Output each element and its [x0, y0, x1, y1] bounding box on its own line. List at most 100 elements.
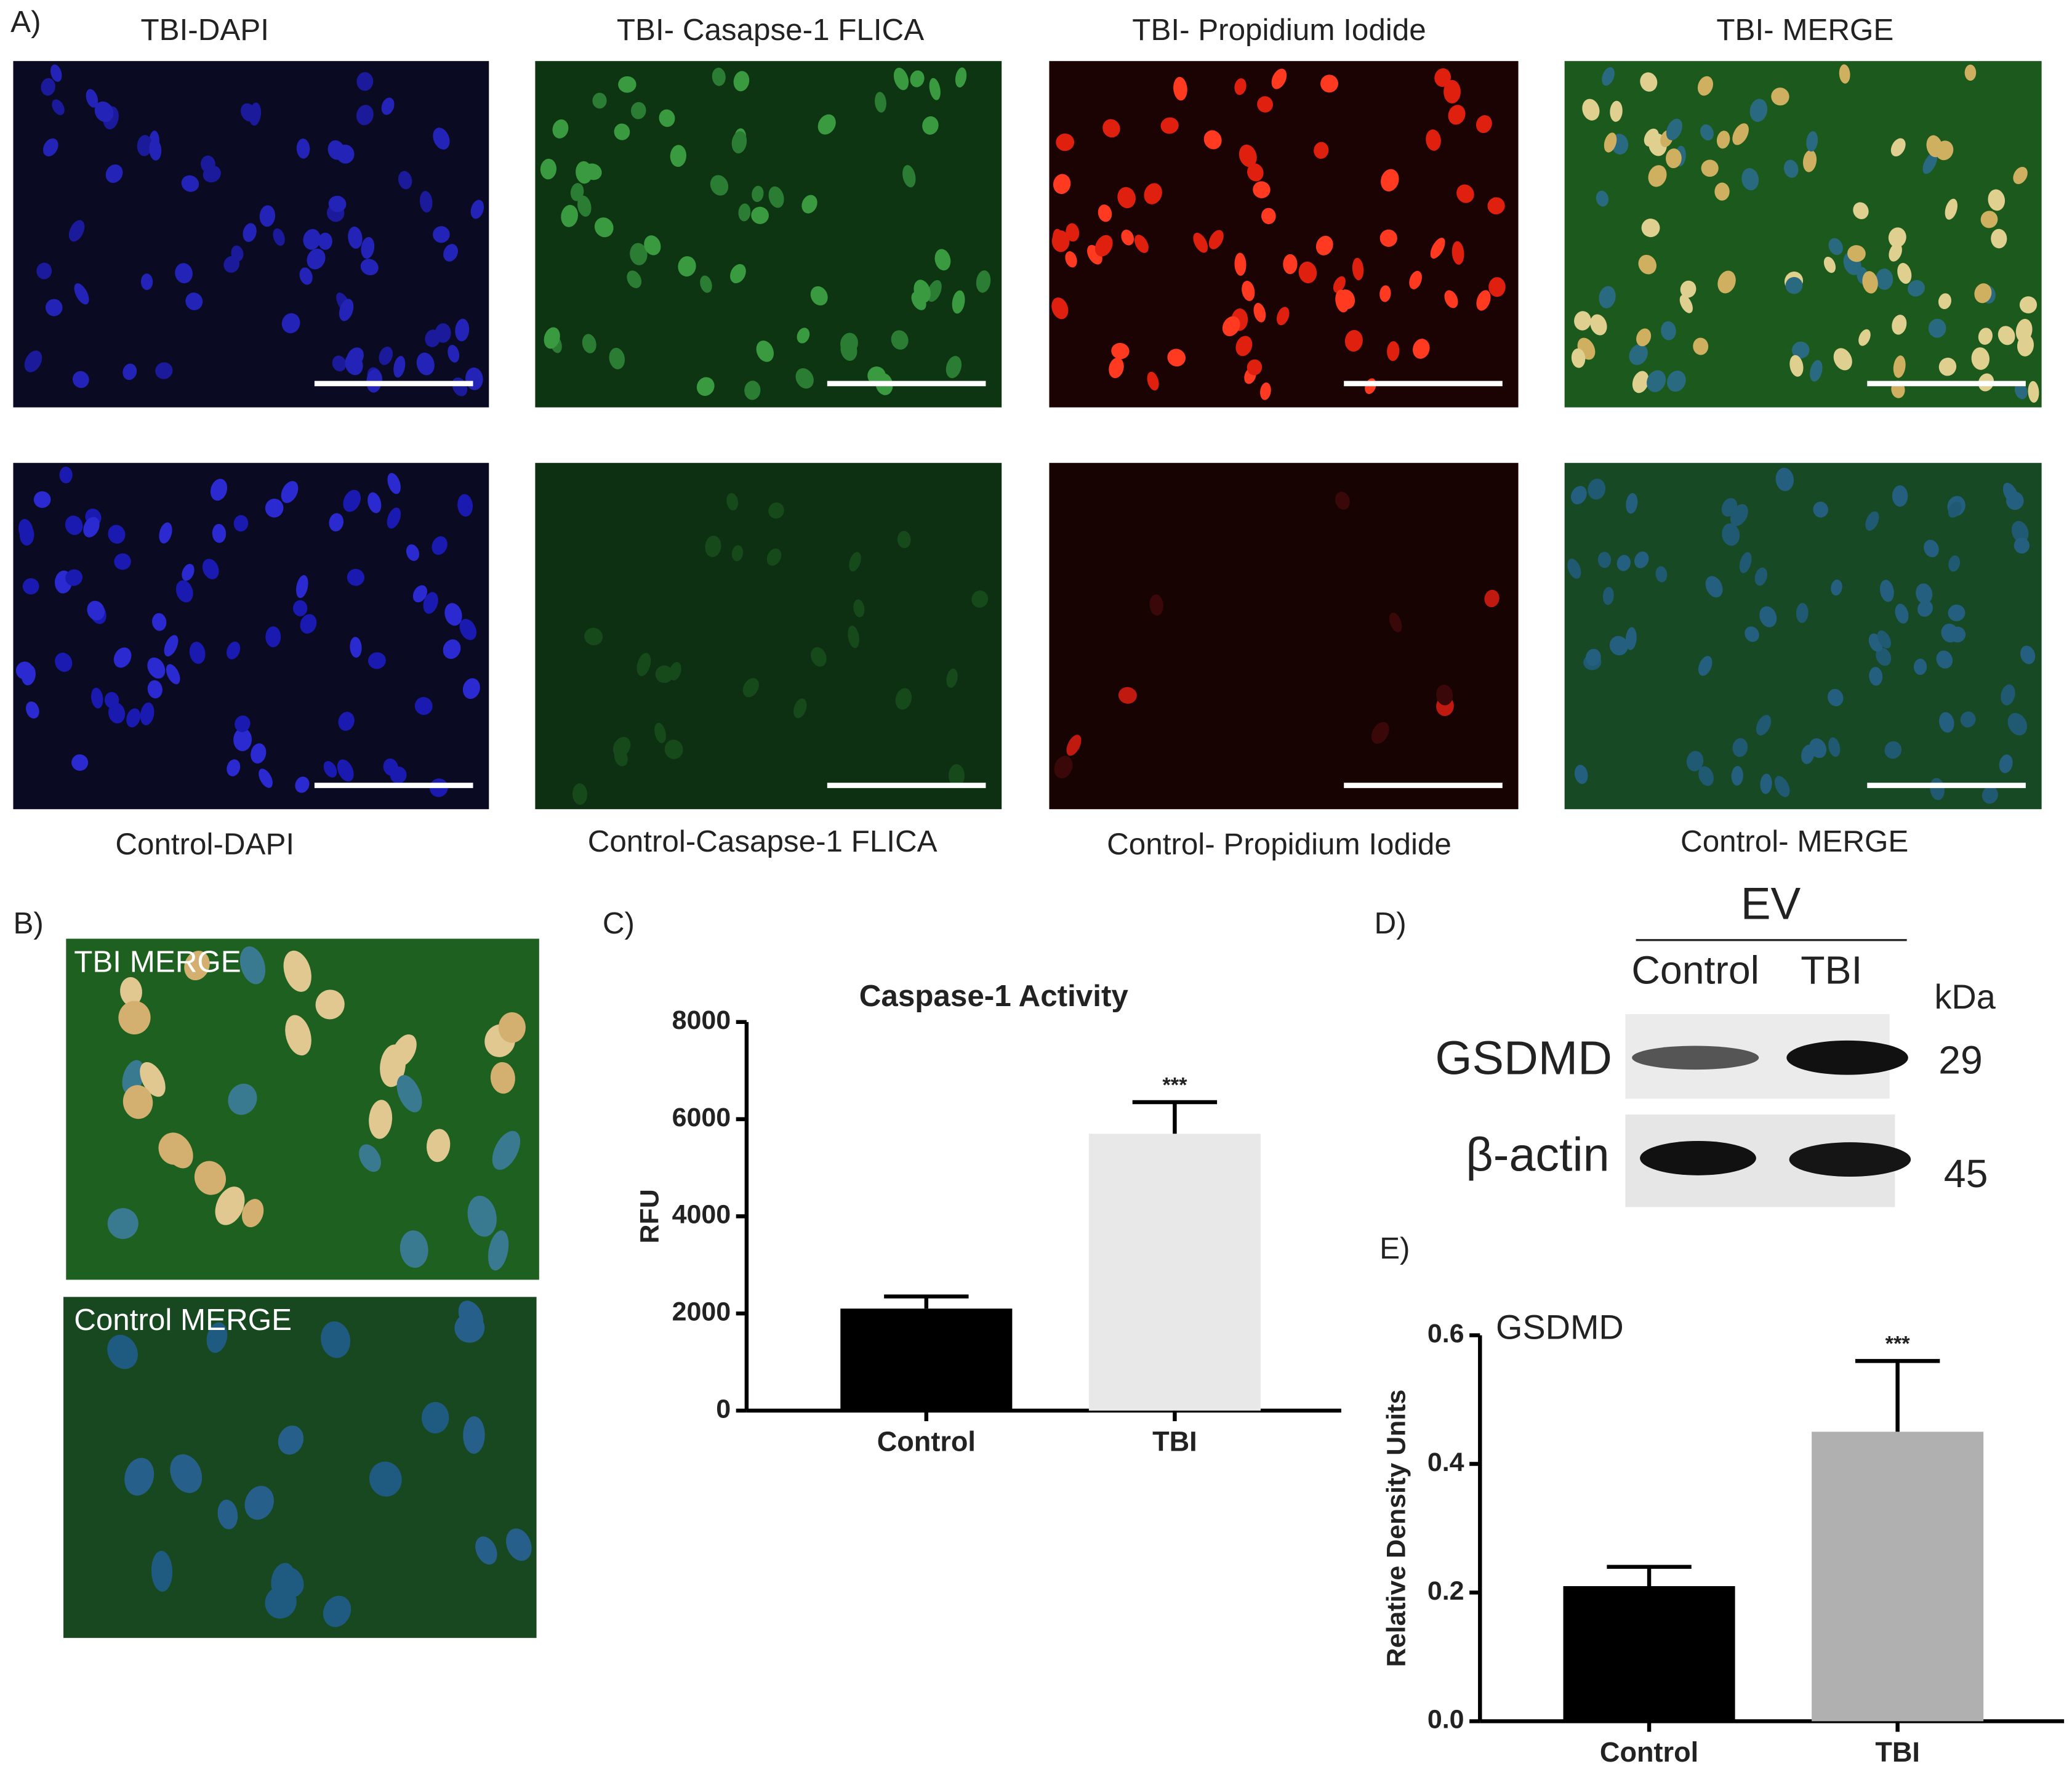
nucleus — [630, 102, 646, 119]
micrograph — [1049, 462, 1519, 810]
nucleus — [752, 185, 764, 203]
nucleus — [955, 67, 967, 88]
nucleus — [2028, 381, 2039, 403]
nucleus — [1234, 252, 1247, 276]
nucleus — [1590, 314, 1607, 336]
nucleus — [86, 89, 98, 108]
nucleus — [1051, 230, 1070, 252]
nucleus — [45, 299, 63, 316]
nucleus — [927, 280, 942, 302]
lane-label: TBI — [1801, 948, 1862, 992]
y-tick-label: 8000 — [672, 1005, 731, 1035]
nucleus — [283, 950, 311, 992]
nucleus — [584, 627, 603, 646]
nucleus — [1775, 467, 1794, 491]
nucleus — [1277, 307, 1290, 326]
nucleus — [65, 569, 82, 586]
nucleus — [1066, 735, 1082, 756]
nucleus — [1571, 348, 1586, 368]
nucleus — [1261, 208, 1276, 225]
nucleus — [1283, 254, 1298, 275]
nucleus — [1444, 79, 1461, 104]
nucleus — [265, 626, 281, 648]
nucleus — [731, 545, 744, 562]
nucleus — [1610, 100, 1623, 122]
nucleus — [321, 1321, 351, 1358]
nucleus — [1257, 96, 1273, 113]
nucleus — [1602, 67, 1615, 86]
nucleus — [1730, 504, 1748, 526]
nucleus — [41, 78, 55, 96]
nucleus — [1625, 627, 1637, 650]
nucleus — [1476, 115, 1492, 134]
nucleus — [1828, 737, 1841, 757]
nucleus — [1239, 144, 1257, 167]
nucleus — [1749, 99, 1768, 123]
bar — [1563, 1586, 1735, 1722]
nucleus — [1971, 347, 1990, 370]
nucleus — [1884, 741, 1902, 759]
nucleus — [1783, 159, 1799, 178]
nucleus — [300, 614, 317, 634]
nucleus — [1774, 776, 1790, 797]
nucleus — [1640, 72, 1658, 92]
nucleus — [1978, 328, 1993, 345]
x-tick-label: Control — [1600, 1736, 1698, 1768]
nucleus — [323, 1595, 351, 1627]
nucleus — [1880, 579, 1894, 602]
nucleus — [1609, 635, 1628, 656]
nucleus — [488, 1230, 509, 1271]
image-caption: TBI- Propidium Iodide — [1132, 13, 1426, 47]
nucleus — [1853, 202, 1869, 219]
y-tick-label: 6000 — [672, 1103, 731, 1132]
nucleus — [952, 290, 965, 314]
nucleus — [318, 232, 332, 250]
nucleus — [1599, 286, 1616, 308]
nucleus — [52, 99, 65, 115]
nucleus — [21, 664, 36, 686]
nucleus — [811, 647, 827, 667]
lane-label: Control — [1631, 948, 1759, 992]
nucleus — [332, 355, 347, 372]
nucleus — [2007, 712, 2027, 736]
nucleus — [744, 381, 761, 400]
nucleus — [875, 92, 886, 113]
nucleus — [867, 366, 886, 385]
nucleus — [731, 131, 747, 154]
micrograph — [535, 462, 1002, 810]
nucleus — [1922, 152, 1938, 174]
nucleus — [1939, 712, 1954, 733]
nucleus — [233, 728, 252, 752]
nucleus — [1991, 228, 2007, 249]
nucleus — [443, 639, 461, 659]
unit-label: kDa — [1935, 977, 1996, 1016]
nucleus — [366, 369, 382, 393]
nucleus — [710, 175, 729, 196]
nucleus — [182, 563, 195, 581]
nucleus — [369, 1100, 393, 1139]
nucleus — [259, 768, 273, 788]
nucleus — [390, 766, 407, 784]
nucleus — [124, 1457, 155, 1496]
nucleus — [1333, 276, 1346, 293]
nucleus — [443, 244, 459, 262]
nucleus — [348, 226, 363, 249]
nucleus — [1828, 238, 1843, 256]
nucleus — [470, 199, 484, 219]
nucleus — [1717, 270, 1736, 294]
nucleus — [303, 228, 321, 250]
nucleus — [1760, 773, 1772, 794]
nucleus — [273, 228, 285, 246]
nucleus — [1597, 552, 1612, 568]
nucleus — [381, 97, 395, 115]
nucleus — [281, 313, 300, 334]
nucleus — [1759, 606, 1777, 627]
nucleus — [126, 708, 141, 728]
nucleus — [1147, 371, 1159, 391]
nucleus — [323, 760, 337, 778]
nucleus — [71, 754, 89, 771]
y-tick-label: 0 — [716, 1394, 731, 1424]
nucleus — [1629, 344, 1648, 365]
nucleus — [1806, 131, 1818, 152]
nucleus — [1413, 339, 1430, 359]
